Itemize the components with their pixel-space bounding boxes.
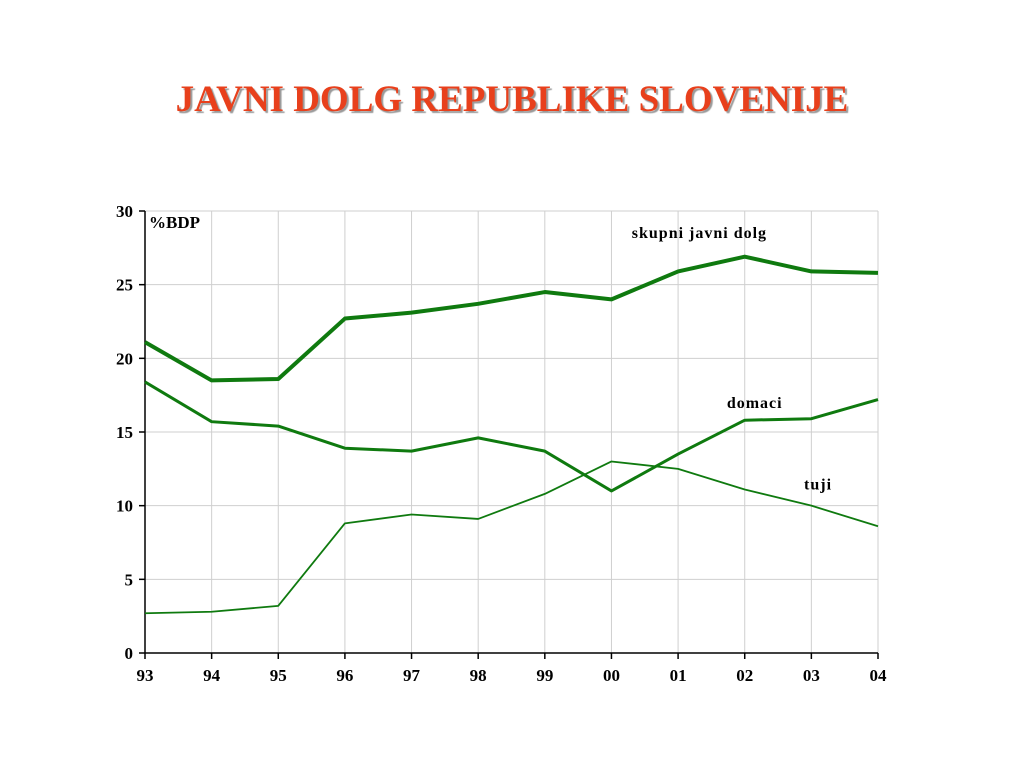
y-tick-label: 20 [116,349,133,368]
x-tick-label: 98 [470,666,487,685]
series-line-1 [144,254,879,383]
y-tick-label: 10 [116,497,133,516]
y-unit-label: %BDP [149,213,200,232]
series-line-3 [144,460,879,615]
x-tick-label: 02 [736,666,753,685]
x-tick-label: 01 [670,666,687,685]
chart-labels: 0 5 10 15 20 25 30 93 94 95 96 97 98 99 00 01 02 03 04 %BDP… [116,202,887,685]
grid [145,210,879,653]
x-tick-label: 03 [803,666,820,685]
y-tick-label: 30 [116,202,133,221]
axes [139,210,879,659]
x-tick-label: 94 [203,666,221,685]
x-tick-label: 00 [603,666,620,685]
x-tick-label: 97 [403,666,421,685]
y-tick-label: 25 [116,276,133,295]
x-tick-label: 95 [270,666,287,685]
series-label-3: tuji [804,477,832,494]
x-tick-label: 96 [336,666,353,685]
series-lines [144,254,879,615]
x-tick-label: 93 [137,666,154,685]
series-label-1: skupni javni dolg [632,225,767,242]
x-tick-label: 99 [536,666,553,685]
y-tick-label: 5 [125,570,134,589]
series-label-2: domaci [727,395,783,412]
slide-title: JAVNI DOLG REPUBLIKE SLOVENIJE [175,79,849,120]
series-line-2 [144,380,879,493]
x-tick-label: 04 [870,666,888,685]
y-tick-label: 15 [116,423,133,442]
y-tick-label: 0 [125,644,134,663]
